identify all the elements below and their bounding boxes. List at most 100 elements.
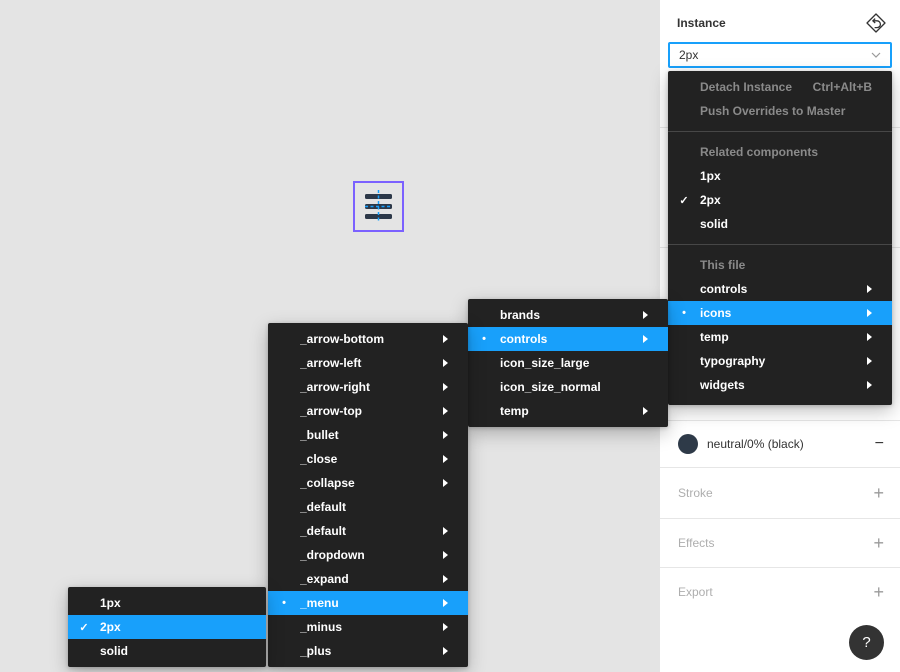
panel-divider	[660, 518, 900, 519]
submenu-arrow-icon	[867, 333, 872, 341]
menu-item-icon-size-large[interactable]: icon_size_large	[468, 351, 668, 375]
export-section-label: Export	[678, 584, 713, 599]
menu-item-1px[interactable]: 1px	[68, 591, 266, 615]
menu-item-label: _dropdown	[300, 548, 365, 562]
menu-item-arrow-top[interactable]: _arrow-top	[268, 399, 468, 423]
submenu-arrow-icon	[443, 551, 448, 559]
remove-fill-button[interactable]: −	[874, 434, 884, 452]
menu-item-bullet[interactable]: _bullet	[268, 423, 468, 447]
menu-item-default[interactable]: _default	[268, 495, 468, 519]
check-icon: ✓	[79, 621, 89, 634]
menu-item-widgets[interactable]: widgets	[668, 373, 892, 397]
panel-divider	[660, 467, 900, 468]
add-effect-button[interactable]: +	[873, 532, 884, 553]
menu-item-label: Push Overrides to Master	[700, 104, 846, 118]
selected-instance-frame[interactable]	[353, 181, 404, 232]
menu-item-label: icon_size_large	[500, 356, 590, 370]
menu-item-label: solid	[100, 644, 129, 658]
menu-item-label: _expand	[300, 572, 349, 586]
bullet-icon: •	[682, 307, 686, 319]
menu-item-expand[interactable]: _expand	[268, 567, 468, 591]
menu-item-label: _minus	[300, 620, 343, 634]
menu-item-label: 1px	[700, 169, 721, 183]
menu-item-label: 2px	[100, 620, 121, 634]
bullet-icon: •	[282, 597, 286, 609]
add-stroke-button[interactable]: +	[873, 482, 884, 503]
submenu-arrow-icon	[443, 431, 448, 439]
menu-item-arrow-bottom[interactable]: _arrow-bottom	[268, 327, 468, 351]
export-section: Export +	[660, 567, 900, 616]
menu-item-label: controls	[700, 282, 748, 296]
instance-variant-select[interactable]: 2px	[668, 42, 892, 68]
submenu-arrow-icon	[443, 479, 448, 487]
submenu-arrow-icon	[443, 647, 448, 655]
menu-item-2px[interactable]: ✓ 2px	[668, 188, 892, 212]
help-button[interactable]: ?	[849, 625, 884, 660]
check-icon: ✓	[679, 194, 689, 207]
menu-item-dropdown[interactable]: _dropdown	[268, 543, 468, 567]
menu-item-label: icons	[700, 306, 732, 320]
chevron-down-icon	[871, 52, 881, 58]
menu-item-solid[interactable]: solid	[668, 212, 892, 236]
menu-item-1px[interactable]: 1px	[668, 164, 892, 188]
instance-section-title: Instance	[677, 16, 726, 30]
menu-item-push-overrides-to-master[interactable]: Push Overrides to Master	[668, 99, 892, 123]
add-export-button[interactable]: +	[873, 581, 884, 602]
menu-item-arrow-left[interactable]: _arrow-left	[268, 351, 468, 375]
panel-divider	[660, 420, 900, 421]
fill-color-swatch[interactable]	[678, 433, 698, 454]
menu-item-label: 2px	[700, 193, 721, 207]
stroke-section-label: Stroke	[678, 485, 713, 500]
menu-item-controls[interactable]: controls	[668, 277, 892, 301]
menu-item-close[interactable]: _close	[268, 447, 468, 471]
submenu-arrow-icon	[867, 285, 872, 293]
effects-section-label: Effects	[678, 535, 715, 550]
menu-item-label: typography	[700, 354, 766, 368]
menu-separator	[668, 244, 892, 245]
menu-item-label: temp	[700, 330, 729, 344]
menu-item-label: icon_size_normal	[500, 380, 601, 394]
submenu-arrow-icon	[443, 407, 448, 415]
menu-item-label: _arrow-top	[300, 404, 363, 418]
menu-item-label: _plus	[300, 644, 332, 658]
menu-item-label: temp	[500, 404, 529, 418]
menu-item-icons[interactable]: • icons	[668, 301, 892, 325]
instance-context-menu: Detach Instance Ctrl+Alt+B Push Overrides …	[668, 71, 892, 405]
fill-row[interactable]: neutral/0% (black) −	[660, 420, 900, 467]
menu-item-brands[interactable]: brands	[468, 303, 668, 327]
menu-item-controls[interactable]: • controls	[468, 327, 668, 351]
menu-item-plus[interactable]: _plus	[268, 639, 468, 663]
menu-item-label: Detach Instance	[700, 80, 793, 94]
menu-item-shortcut: Ctrl+Alt+B	[812, 80, 872, 94]
menu-item-temp[interactable]: temp	[668, 325, 892, 349]
submenu-arrow-icon	[443, 455, 448, 463]
menu-item-collapse[interactable]: _collapse	[268, 471, 468, 495]
menu-item-typography[interactable]: typography	[668, 349, 892, 373]
menu-item-default[interactable]: _default	[268, 519, 468, 543]
submenu-arrow-icon	[867, 381, 872, 389]
menu-item-icon-size-normal[interactable]: icon_size_normal	[468, 375, 668, 399]
menu-item-menu[interactable]: • _menu	[268, 591, 468, 615]
menu-item-solid[interactable]: solid	[68, 639, 266, 663]
menu-item-label: _collapse	[300, 476, 355, 490]
menu-separator	[668, 131, 892, 132]
submenu-arrow-icon	[443, 623, 448, 631]
menu-item-label: widgets	[700, 378, 745, 392]
menu-item-label: _bullet	[300, 428, 339, 442]
menu-item-label: brands	[500, 308, 541, 322]
menu-item-label: _arrow-right	[300, 380, 371, 394]
menu-item-arrow-right[interactable]: _arrow-right	[268, 375, 468, 399]
submenu-arrow-icon	[867, 309, 872, 317]
menu-item-label: _close	[300, 452, 338, 466]
swap-instance-icon[interactable]	[863, 10, 889, 36]
submenu-arrow-icon	[443, 599, 448, 607]
submenu-arrow-icon	[867, 357, 872, 365]
menu-item-temp[interactable]: temp	[468, 399, 668, 423]
submenu-arrow-icon	[643, 311, 648, 319]
menu-item-minus[interactable]: _minus	[268, 615, 468, 639]
submenu-arrow-icon	[443, 335, 448, 343]
menu-item-2px[interactable]: ✓ 2px	[68, 615, 266, 639]
fill-color-label: neutral/0% (black)	[707, 436, 804, 451]
menu-item-detach-instance[interactable]: Detach Instance Ctrl+Alt+B	[668, 75, 892, 99]
menu-item-label: controls	[500, 332, 548, 346]
